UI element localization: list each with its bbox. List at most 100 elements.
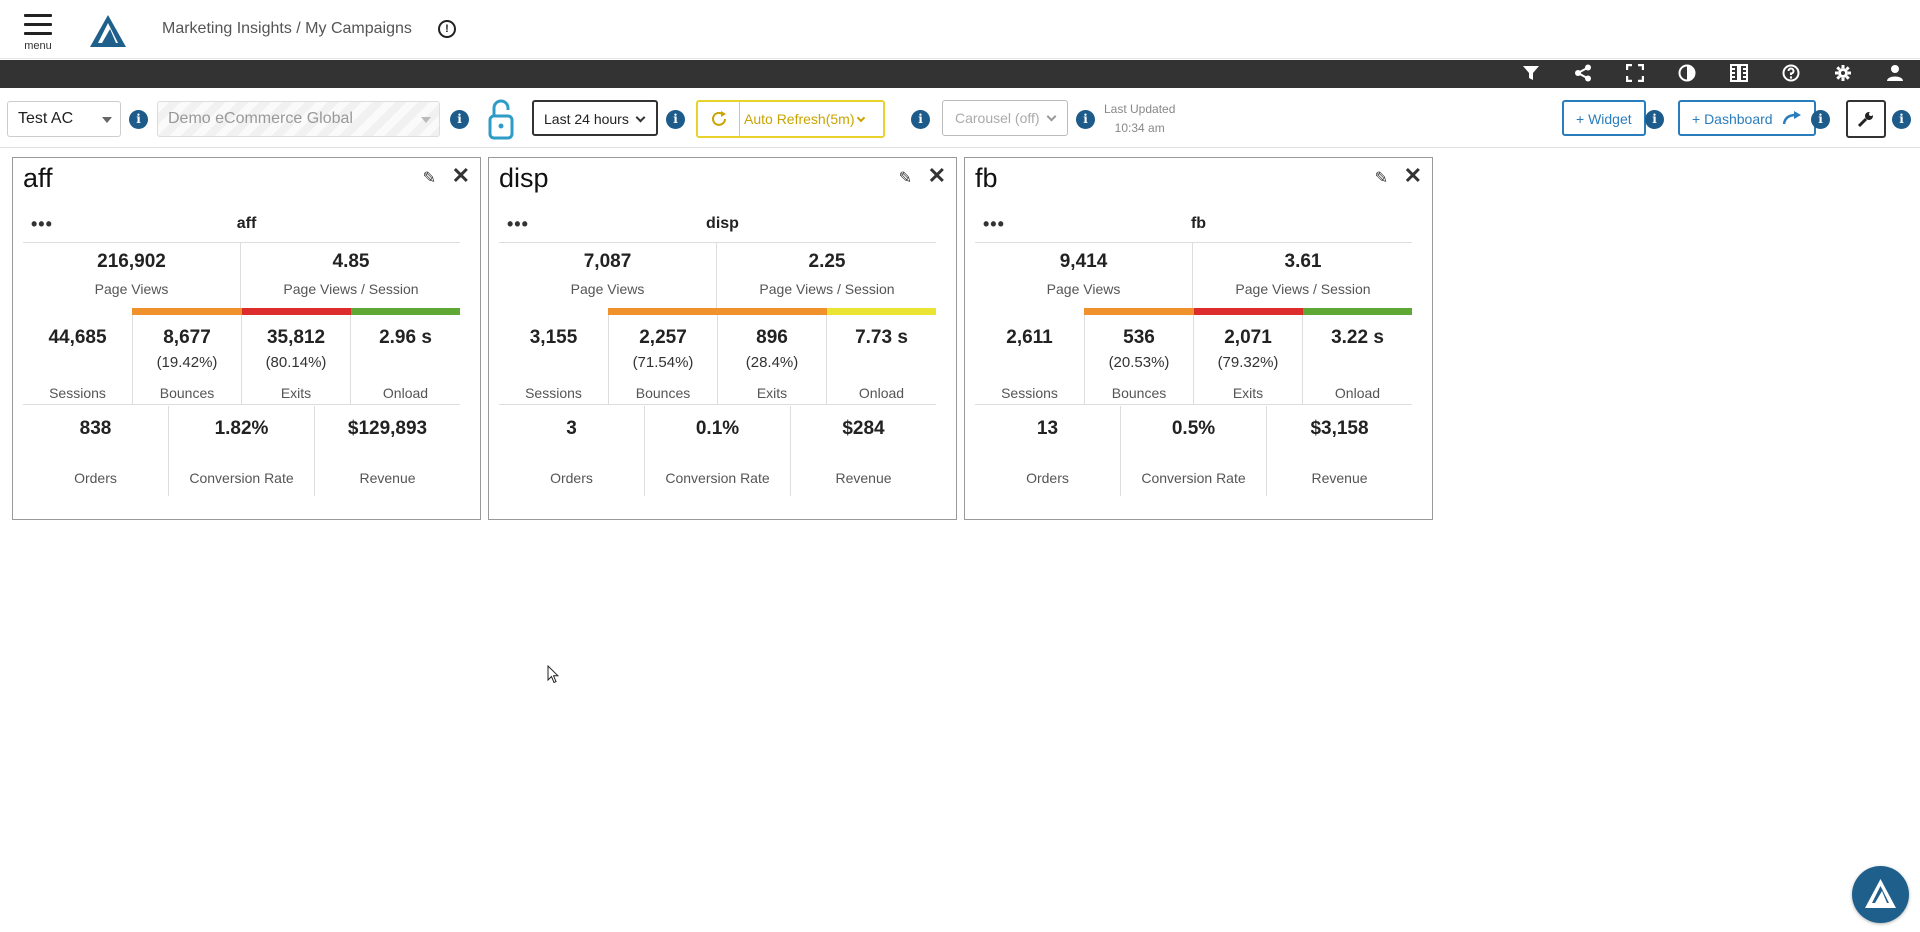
metric-bounces: 2,257 (71.54%) Bounces xyxy=(608,315,717,405)
bounces-label: Bounces xyxy=(635,385,691,401)
page-views-label: Page Views xyxy=(570,281,645,297)
bounces-status-bar xyxy=(132,308,242,315)
widget-subtitle: aff xyxy=(236,215,257,232)
chevron-down-icon xyxy=(635,112,646,123)
revenue-value: $129,893 xyxy=(347,418,428,439)
orders-label: Orders xyxy=(1026,470,1069,486)
metric-exits: 35,812 (80.14%) Exits xyxy=(241,315,350,405)
bounces-percent: (19.42%) xyxy=(156,354,218,371)
caret-down-icon xyxy=(102,117,112,123)
metric-sessions: 2,611 Sessions xyxy=(975,315,1084,405)
app-header: menu Marketing Insights / My Campaigns ! xyxy=(0,0,1920,59)
chevron-down-icon xyxy=(1046,111,1057,122)
property-select[interactable]: Demo eCommerce Global xyxy=(157,101,440,137)
divider xyxy=(499,242,936,243)
more-options-icon[interactable]: ••• xyxy=(507,214,529,234)
more-options-icon[interactable]: ••• xyxy=(983,214,1005,234)
conversion-rate-value: 0.5% xyxy=(1171,418,1216,439)
dashboard-toolbar xyxy=(0,60,1920,88)
metric-pv-per-session: 2.25 Page Views / Session xyxy=(718,243,936,315)
overview-row: 7,087 Page Views 2.25 Page Views / Sessi… xyxy=(499,243,936,315)
fullscreen-icon[interactable] xyxy=(1624,63,1646,84)
engagement-row: 2,611 Sessions 536 (20.53%) Bounces 2,07… xyxy=(975,315,1412,405)
carousel-info-icon[interactable]: i xyxy=(1076,110,1095,129)
close-icon[interactable]: ✕ xyxy=(451,163,470,188)
onload-value: 2.96 s xyxy=(379,327,432,348)
time-range-select[interactable]: Last 24 hours xyxy=(532,100,658,136)
onload-value: 3.22 s xyxy=(1331,327,1384,348)
onload-label: Onload xyxy=(858,385,905,401)
conversion-rate-label: Conversion Rate xyxy=(189,470,294,486)
add-dashboard-info-icon[interactable]: i xyxy=(1811,110,1830,129)
edit-icon[interactable]: ✎ xyxy=(422,170,436,187)
property-info-icon[interactable]: i xyxy=(450,110,469,129)
page-views-value: 7,087 xyxy=(583,251,632,272)
widget-card: aff ✎ ✕ ••• aff 216,902 Page Views 4.85 … xyxy=(12,157,481,520)
help-icon[interactable] xyxy=(1780,64,1802,84)
metric-conversion-rate: 1.82% Conversion Rate xyxy=(168,406,314,496)
filter-icon[interactable] xyxy=(1520,64,1542,84)
account-info-icon[interactable]: i xyxy=(129,110,148,129)
conversion-row: 13 Orders 0.5% Conversion Rate $3,158 Re… xyxy=(975,406,1412,496)
metric-onload: 2.96 s Onload xyxy=(350,315,460,405)
exits-percent: (80.14%) xyxy=(265,354,327,371)
film-icon[interactable] xyxy=(1728,64,1750,84)
more-options-icon[interactable]: ••• xyxy=(31,214,53,234)
revenue-value: $284 xyxy=(842,418,885,439)
widget-title: fb xyxy=(975,163,998,193)
close-icon[interactable]: ✕ xyxy=(1403,163,1422,188)
metric-onload: 3.22 s Onload xyxy=(1302,315,1412,405)
auto-refresh-info-icon[interactable]: i xyxy=(911,110,930,129)
edit-icon[interactable]: ✎ xyxy=(1374,170,1388,187)
add-widget-info-icon[interactable]: i xyxy=(1645,110,1664,129)
close-icon[interactable]: ✕ xyxy=(927,163,946,188)
orders-value: 3 xyxy=(566,418,577,439)
pv-per-session-label: Page Views / Session xyxy=(759,281,895,297)
exits-status-bar xyxy=(242,308,351,315)
onload-status-bar xyxy=(1303,308,1412,315)
bounces-percent: (71.54%) xyxy=(632,354,694,371)
sessions-label: Sessions xyxy=(525,385,582,401)
account-select[interactable]: Test AC xyxy=(7,101,121,137)
metric-bounces: 8,677 (19.42%) Bounces xyxy=(132,315,241,405)
revenue-label: Revenue xyxy=(1311,470,1368,486)
conversion-row: 838 Orders 1.82% Conversion Rate $129,89… xyxy=(23,406,460,496)
menu-button[interactable]: menu xyxy=(18,12,58,56)
brand-logo-icon[interactable] xyxy=(88,13,128,49)
engagement-row: 44,685 Sessions 8,677 (19.42%) Bounces 3… xyxy=(23,315,460,405)
add-dashboard-button[interactable]: + Dashboard xyxy=(1678,100,1817,136)
pv-per-session-label: Page Views / Session xyxy=(1235,281,1371,297)
hamburger-icon xyxy=(24,23,52,26)
assistant-launcher-button[interactable] xyxy=(1852,866,1909,923)
conversion-rate-value: 1.82% xyxy=(214,418,269,439)
add-widget-button[interactable]: + Widget xyxy=(1562,100,1646,136)
conversion-row: 3 Orders 0.1% Conversion Rate $284 Reven… xyxy=(499,406,936,496)
refresh-icon[interactable] xyxy=(698,102,740,136)
settings-info-icon[interactable]: i xyxy=(1892,110,1911,129)
page-views-label: Page Views xyxy=(1046,281,1121,297)
widget-subtitle: disp xyxy=(706,215,739,232)
metric-sessions: 44,685 Sessions xyxy=(23,315,132,405)
revenue-label: Revenue xyxy=(835,470,892,486)
orders-value: 838 xyxy=(79,418,112,439)
exits-label: Exits xyxy=(756,385,788,401)
pv-per-session-value: 2.25 xyxy=(808,251,846,272)
add-widget-label: + Widget xyxy=(1576,111,1632,127)
share-icon[interactable] xyxy=(1572,64,1594,84)
unlock-icon[interactable] xyxy=(486,98,516,140)
overview-row: 9,414 Page Views 3.61 Page Views / Sessi… xyxy=(975,243,1412,315)
edit-icon[interactable]: ✎ xyxy=(898,170,912,187)
contrast-icon[interactable] xyxy=(1676,64,1698,84)
exits-percent: (79.32%) xyxy=(1217,354,1279,371)
settings-wrench-button[interactable] xyxy=(1846,100,1886,138)
time-range-info-icon[interactable]: i xyxy=(666,110,685,129)
carousel-select[interactable]: Carousel (off) xyxy=(942,100,1068,136)
alert-icon[interactable]: ! xyxy=(438,20,456,38)
chevron-down-icon xyxy=(857,113,866,123)
gear-icon[interactable] xyxy=(1832,64,1854,84)
sessions-label: Sessions xyxy=(1001,385,1058,401)
carousel-label: Carousel (off) xyxy=(955,110,1040,126)
user-icon[interactable] xyxy=(1884,64,1906,84)
auto-refresh-select[interactable]: Auto Refresh(5m) xyxy=(744,102,866,136)
metric-onload: 7.73 s Onload xyxy=(826,315,936,405)
